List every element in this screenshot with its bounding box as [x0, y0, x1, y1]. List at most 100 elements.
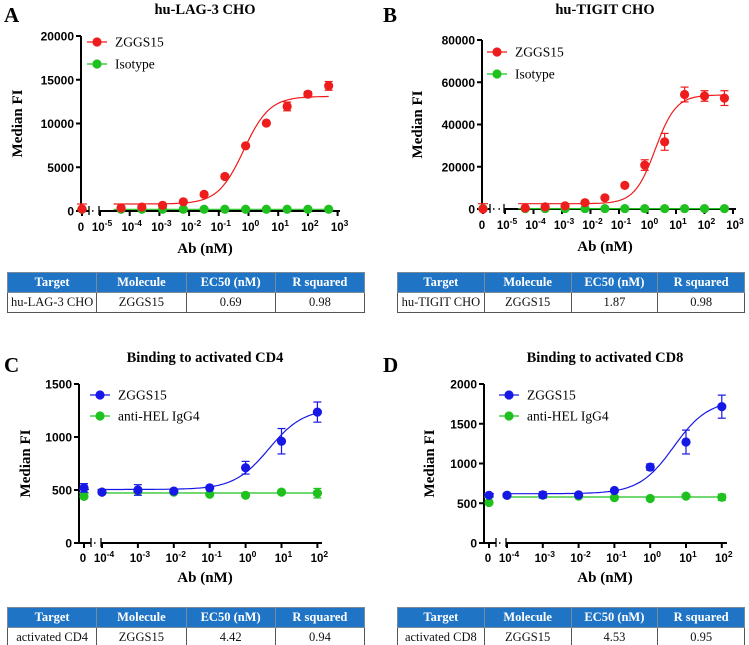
x-tick-label: 10-3	[535, 549, 556, 565]
x-tick-label: 0	[485, 553, 491, 565]
data-point	[580, 198, 590, 208]
y-tick-label: 0	[468, 203, 475, 217]
y-tick-label: 0	[65, 537, 72, 551]
x-tick-label: 102	[698, 216, 716, 232]
data-point	[699, 203, 710, 214]
x-tick-label: 10-3	[130, 549, 151, 565]
data-point	[79, 483, 89, 493]
data-point	[303, 89, 313, 99]
legend-marker	[492, 47, 502, 57]
data-point	[600, 193, 610, 203]
x-tick-label: 102	[715, 549, 733, 565]
data-point	[660, 137, 670, 147]
table-header-cell: Target	[6, 272, 98, 293]
table-header-cell: EC50 (nM)	[185, 607, 276, 628]
data-point	[609, 493, 620, 503]
y-tick-label: 60000	[442, 76, 476, 90]
data-point	[645, 462, 655, 472]
legend-label: ZGGS15	[527, 388, 576, 403]
table-header-cell: R squared	[657, 607, 745, 628]
results-table: Target Molecule EC50 (nM) R squared hu-TIGIT…	[397, 272, 745, 313]
legend-marker	[492, 69, 502, 79]
results-table: Target Molecule EC50 (nM) R squared activate…	[6, 607, 366, 645]
data-point	[241, 463, 251, 473]
data-point	[241, 490, 251, 500]
table-header-cell: Target	[397, 607, 485, 628]
data-point	[157, 200, 168, 210]
x-tick-label: 100	[643, 549, 661, 565]
data-point	[205, 483, 215, 493]
chart-title: hu-LAG-3 CHO	[154, 2, 255, 18]
data-point	[681, 491, 691, 501]
x-tick-label: 10-3	[554, 216, 575, 232]
data-point	[220, 171, 230, 182]
legend-label: Isotype	[115, 57, 155, 72]
x-tick-label: 10-2	[582, 216, 603, 232]
table-row: activated CD8 ZGGS15 4.53 0.95	[397, 627, 745, 645]
y-tick-label: 0	[470, 537, 477, 551]
table-cell-r_squared: 0.95	[657, 627, 745, 645]
table-header-cell: EC50 (nM)	[185, 272, 276, 293]
legend-label: ZGGS15	[118, 388, 167, 403]
table-cell-molecule: ZGGS15	[96, 292, 187, 313]
x-tick-label: 10-5	[497, 216, 518, 232]
y-tick-label: 1000	[45, 431, 72, 445]
x-tick-label: 102	[301, 218, 319, 234]
table-cell-target: hu-LAG-3 CHO	[6, 292, 98, 313]
data-point	[169, 486, 179, 496]
legend-marker	[504, 390, 514, 400]
data-point	[137, 202, 147, 212]
data-point	[484, 497, 494, 508]
x-axis-label: Ab (nM)	[177, 570, 232, 586]
data-point	[620, 180, 630, 190]
data-point	[640, 160, 650, 170]
table-header-cell: EC50 (nM)	[570, 607, 659, 628]
legend-marker	[504, 411, 514, 421]
data-point	[717, 492, 727, 502]
data-point	[679, 89, 690, 100]
y-axis-label: Median FI	[422, 429, 438, 497]
chart-title: Binding to activated CD4	[127, 350, 284, 366]
panel-letter: C	[4, 353, 19, 377]
x-tick-label: 10-4	[499, 549, 520, 565]
x-tick-label: 10-3	[151, 218, 172, 234]
table-header-cell: R squared	[274, 272, 366, 293]
data-point	[484, 490, 494, 500]
y-tick-label: 20000	[41, 30, 75, 44]
results-table: Target Molecule EC50 (nM) R squared hu-LAG-3…	[6, 272, 366, 313]
fit-curve-zggs15	[113, 95, 329, 205]
data-point	[116, 203, 126, 213]
x-tick-label: 10-1	[606, 549, 627, 565]
data-point	[97, 487, 107, 497]
data-point	[178, 197, 188, 207]
legend-marker	[92, 37, 102, 47]
legend-label: ZGGS15	[515, 45, 564, 60]
table-cell-r_squared: 0.94	[274, 627, 366, 645]
x-tick-label: 100	[641, 216, 659, 232]
table-header-cell: Molecule	[483, 272, 572, 293]
results-table: Target Molecule EC50 (nM) R squared activate…	[397, 607, 745, 645]
data-point	[276, 487, 287, 497]
table-header-cell: EC50 (nM)	[570, 272, 659, 293]
data-point	[640, 203, 650, 214]
x-tick-label: 100	[239, 549, 257, 565]
table-cell-molecule: ZGGS15	[483, 627, 572, 645]
x-tick-label: 101	[271, 218, 289, 234]
data-point	[560, 201, 570, 211]
fit-curve-zggs15	[97, 412, 318, 491]
data-point	[282, 101, 292, 112]
y-tick-label: 40000	[442, 118, 476, 132]
data-point	[699, 91, 710, 101]
data-point	[276, 436, 287, 446]
x-tick-label: 101	[275, 549, 293, 565]
y-tick-label: 500	[457, 497, 477, 511]
panel-letter: B	[383, 3, 397, 27]
data-point	[520, 203, 530, 213]
table-header-row: Target Molecule EC50 (nM) R squared	[6, 272, 366, 293]
data-point	[324, 81, 334, 91]
legend-label: anti-HEL IgG4	[527, 409, 609, 424]
data-point	[540, 202, 550, 212]
chart-title: Binding to activated CD8	[527, 350, 684, 366]
legend-label: Isotype	[515, 67, 555, 82]
